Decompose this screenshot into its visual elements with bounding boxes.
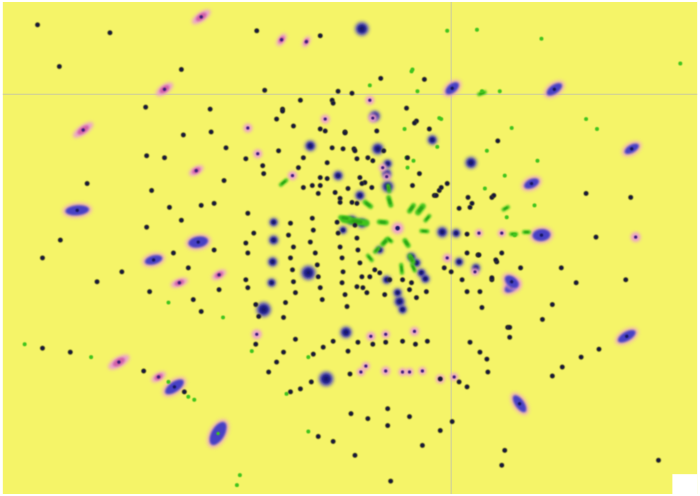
diffraction-canvas bbox=[2, 2, 698, 494]
diffraction-pattern-figure bbox=[0, 0, 700, 496]
